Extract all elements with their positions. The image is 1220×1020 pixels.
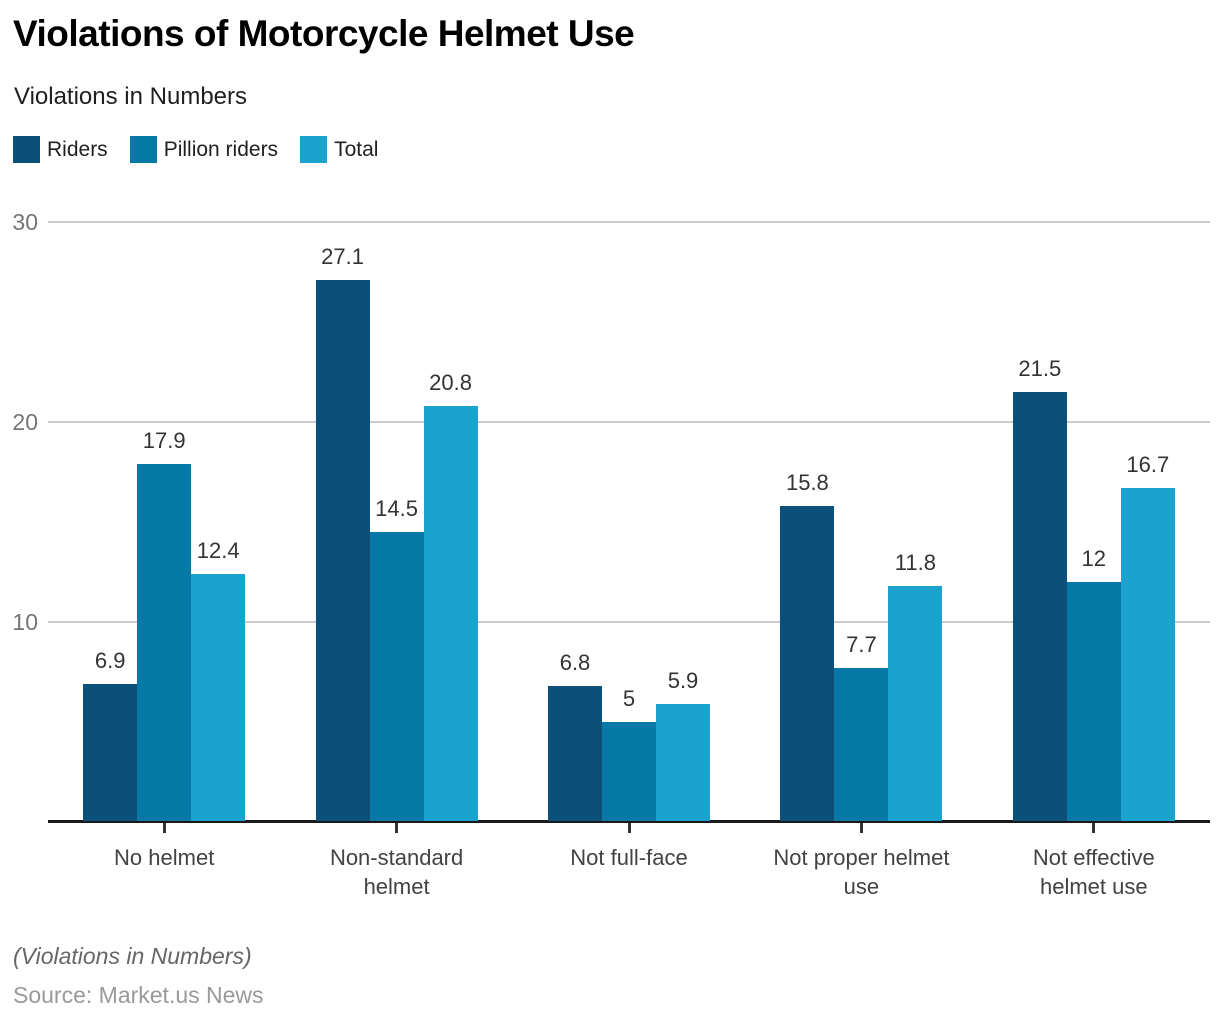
bar-pillion-riders-not-proper-helmet-use[interactable] — [834, 668, 889, 821]
value-label-pillion-riders-no-helmet: 17.9 — [142, 428, 186, 453]
bar-pillion-riders-no-helmet[interactable] — [137, 464, 192, 821]
bar-riders-not-effective-helmet-use[interactable] — [1012, 392, 1067, 821]
bar-riders-non-standard-helmet[interactable] — [315, 280, 370, 821]
x-axis-line — [48, 820, 1210, 823]
legend-item-total[interactable]: Total — [300, 136, 378, 163]
value-label-total-non-standard-helmet: 20.8 — [429, 370, 472, 395]
x-axis-label-not-proper-helmet-use: Not proper helmet use — [773, 845, 950, 899]
bar-pillion-riders-not-effective-helmet-use[interactable] — [1066, 582, 1121, 821]
footer-note: (Violations in Numbers) — [13, 943, 252, 969]
bar-riders-not-full-face[interactable] — [548, 686, 602, 821]
legend-label-pillion-riders: Pillion riders — [163, 138, 279, 161]
x-axis-tick-mark-not-proper-helmet-use — [859, 823, 863, 833]
legend-label-riders: Riders — [47, 138, 108, 161]
value-label-total-not-proper-helmet-use: 11.8 — [894, 550, 936, 575]
y-axis-tick-label-10: 10 — [12, 609, 38, 635]
bar-total-non-standard-helmet[interactable] — [423, 406, 478, 821]
bar-total-not-full-face[interactable] — [656, 704, 710, 821]
gridline-20 — [48, 421, 1210, 423]
value-label-riders-not-effective-helmet-use: 21.5 — [1018, 356, 1062, 381]
bar-riders-not-proper-helmet-use[interactable] — [780, 506, 835, 821]
x-axis-label-no-helmet: No helmet — [114, 845, 215, 870]
value-label-pillion-riders-not-proper-helmet-use: 7.7 — [846, 632, 877, 657]
value-label-riders-no-helmet: 6.9 — [94, 648, 126, 673]
bar-pillion-riders-not-full-face[interactable] — [602, 722, 656, 821]
x-axis-label-non-standard-helmet: Non-standard helmet — [329, 845, 464, 899]
x-axis-tick-mark-no-helmet — [162, 823, 166, 833]
value-label-total-no-helmet: 12.4 — [196, 538, 240, 563]
value-label-total-not-effective-helmet-use: 16.7 — [1126, 452, 1170, 477]
y-axis-tick-label-30: 30 — [12, 209, 38, 235]
x-axis-label-not-full-face: Not full-face — [570, 845, 688, 870]
legend-swatch-total — [300, 136, 328, 163]
value-label-riders-not-proper-helmet-use: 15.8 — [785, 470, 829, 495]
bar-total-no-helmet[interactable] — [191, 574, 246, 821]
gridline-30 — [48, 221, 1210, 223]
x-axis-tick-mark-non-standard-helmet — [395, 823, 399, 833]
y-axis-tick-label-20: 20 — [12, 409, 38, 435]
x-axis-tick-mark-not-effective-helmet-use — [1092, 823, 1096, 833]
chart-title: Violations of Motorcycle Helmet Use — [13, 13, 635, 54]
value-label-riders-not-full-face: 6.8 — [559, 650, 591, 675]
bar-total-not-effective-helmet-use[interactable] — [1120, 488, 1175, 821]
bar-total-not-proper-helmet-use[interactable] — [888, 586, 943, 821]
legend-item-riders[interactable]: Riders — [13, 136, 108, 163]
value-label-riders-non-standard-helmet: 27.1 — [321, 244, 364, 269]
value-label-pillion-riders-not-full-face: 5 — [622, 686, 636, 711]
value-label-total-not-full-face: 5.9 — [667, 668, 699, 693]
bar-riders-no-helmet[interactable] — [83, 684, 138, 821]
legend-swatch-pillion-riders — [129, 136, 157, 163]
chart-subtitle: Violations in Numbers — [14, 83, 248, 110]
value-label-pillion-riders-non-standard-helmet: 14.5 — [375, 496, 418, 521]
value-label-pillion-riders-not-effective-helmet-use: 12 — [1081, 546, 1107, 571]
legend-item-pillion-riders[interactable]: Pillion riders — [129, 136, 279, 163]
legend-swatch-riders — [13, 136, 40, 163]
gridline-10 — [48, 621, 1210, 623]
footer-source: Source: Market.us News — [13, 982, 264, 1008]
bar-pillion-riders-non-standard-helmet[interactable] — [369, 532, 424, 821]
legend: Riders Pillion riders Total — [13, 136, 378, 163]
x-axis-tick-mark-not-full-face — [627, 823, 631, 833]
x-axis-label-not-effective-helmet-use: Not effective helmet use — [1032, 845, 1155, 899]
legend-label-total: Total — [334, 138, 379, 161]
